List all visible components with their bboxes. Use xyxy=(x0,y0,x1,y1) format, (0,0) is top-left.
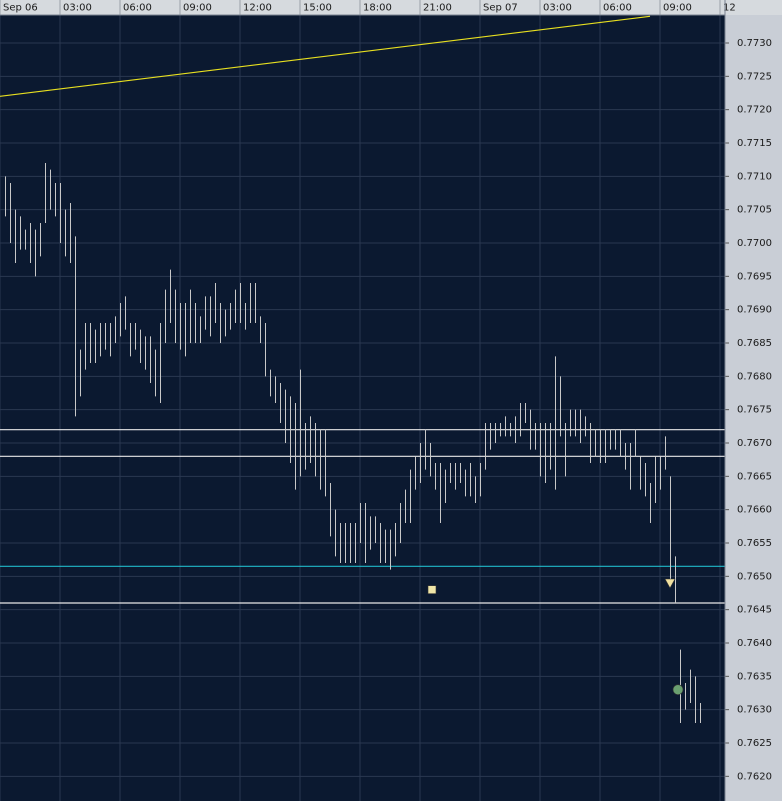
marker xyxy=(672,684,684,695)
plot-area xyxy=(0,15,725,801)
x-tick-label: 18:00 xyxy=(363,3,392,14)
x-tick-label: 12:00 xyxy=(243,3,272,14)
x-tick-label: 12 xyxy=(723,3,736,14)
x-tick-label: 09:00 xyxy=(183,3,212,14)
y-tick-label: 0.7665 xyxy=(737,471,772,482)
x-tick-label: 21:00 xyxy=(423,3,452,14)
x-tick-label: 06:00 xyxy=(123,3,152,14)
y-tick-label: 0.7655 xyxy=(737,538,772,549)
marker xyxy=(427,585,437,594)
y-tick-label: 0.7640 xyxy=(737,638,772,649)
y-tick-label: 0.7725 xyxy=(737,71,772,82)
y-tick-label: 0.7650 xyxy=(737,571,772,582)
y-tick-label: 0.7630 xyxy=(737,705,772,716)
y-tick-label: 0.7690 xyxy=(737,305,772,316)
x-tick-label: 06:00 xyxy=(603,3,632,14)
y-tick-label: 0.7670 xyxy=(737,438,772,449)
x-tick-label: Sep 07 xyxy=(483,3,518,14)
x-tick-label: Sep 06 xyxy=(3,3,38,14)
x-tick-label: 03:00 xyxy=(543,3,572,14)
y-tick-label: 0.7710 xyxy=(737,171,772,182)
y-tick-label: 0.7675 xyxy=(737,405,772,416)
y-tick-label: 0.7680 xyxy=(737,371,772,382)
y-tick-label: 0.7625 xyxy=(737,738,772,749)
x-tick-label: 03:00 xyxy=(63,3,92,14)
y-tick-label: 0.7660 xyxy=(737,505,772,516)
y-tick-label: 0.7730 xyxy=(737,38,772,49)
y-tick-label: 0.7620 xyxy=(737,771,772,782)
x-axis-panel xyxy=(0,0,782,15)
y-tick-label: 0.7635 xyxy=(737,671,772,682)
marker xyxy=(664,578,676,589)
y-axis-panel xyxy=(725,0,782,801)
y-tick-label: 0.7720 xyxy=(737,105,772,116)
y-tick-label: 0.7705 xyxy=(737,205,772,216)
y-tick-label: 0.7685 xyxy=(737,338,772,349)
y-tick-label: 0.7700 xyxy=(737,238,772,249)
x-tick-label: 15:00 xyxy=(303,3,332,14)
y-tick-label: 0.7645 xyxy=(737,605,772,616)
x-tick-label: 09:00 xyxy=(663,3,692,14)
plot-background xyxy=(0,15,725,801)
y-tick-label: 0.7695 xyxy=(737,271,772,282)
y-tick-label: 0.7715 xyxy=(737,138,772,149)
trendline xyxy=(0,15,651,97)
